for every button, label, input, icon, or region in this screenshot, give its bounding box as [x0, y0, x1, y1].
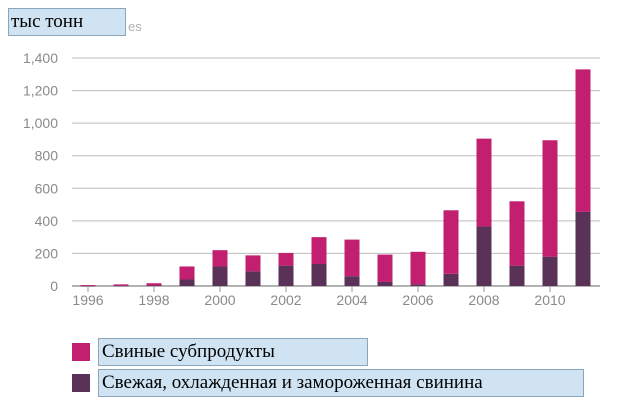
bar-segment-pork	[278, 265, 294, 286]
bar-segment-pork	[179, 279, 195, 286]
x-axis-ticks: 1996 1998 2000 2002 2004 2006 2008 2010	[72, 286, 566, 308]
bar-segment-offal	[212, 250, 228, 267]
unit-label-remnant: es	[128, 19, 142, 34]
bar-segment-offal	[146, 283, 162, 286]
x-tick-label: 1996	[72, 292, 103, 308]
y-tick-label: 0	[50, 278, 58, 294]
bar-segment-pork	[146, 285, 162, 287]
bar-segment-offal	[344, 239, 360, 277]
bar-segment-pork	[443, 273, 459, 286]
y-tick-label: 600	[35, 180, 59, 196]
y-tick-label: 1,000	[23, 115, 58, 131]
legend-label-pork: Свежая, охлажденная и замороженная свини…	[98, 369, 584, 397]
bar-segment-offal	[311, 237, 327, 265]
stacked-bar-chart: 0 200 400 600 800 1,000 1,200 1,400 1996 1998 200…	[23, 50, 600, 308]
bar-segment-offal	[179, 266, 195, 280]
bar-segment-pork	[575, 211, 591, 286]
bar-segment-offal	[377, 254, 393, 282]
bar-segment-pork	[245, 271, 261, 286]
legend-label-offal: Свиные субпродукты	[98, 338, 368, 366]
x-tick-label: 2002	[270, 292, 301, 308]
bar-segment-pork	[542, 256, 558, 286]
bar-segment-offal	[575, 69, 591, 212]
bar-segment-pork	[410, 284, 426, 286]
bar-segment-offal	[509, 201, 525, 266]
x-tick-label: 2010	[534, 292, 565, 308]
x-tick-label: 2008	[468, 292, 499, 308]
legend-swatch-pork	[72, 374, 90, 392]
legend-swatch-offal	[72, 343, 90, 361]
y-tick-label: 800	[35, 148, 59, 164]
y-axis-ticks: 0 200 400 600 800 1,000 1,200 1,400	[23, 50, 58, 294]
x-tick-label: 1998	[138, 292, 169, 308]
y-tick-label: 1,400	[23, 50, 58, 66]
bar-segment-pork	[212, 266, 228, 286]
bar-segment-offal	[476, 138, 492, 227]
bar-segment-pork	[377, 281, 393, 286]
x-tick-label: 2006	[402, 292, 433, 308]
bar-segment-offal	[80, 285, 96, 286]
bar-segment-pork	[113, 285, 129, 287]
bar-segment-pork	[311, 264, 327, 286]
bar-segment-offal	[113, 284, 129, 286]
x-tick-label: 2000	[204, 292, 235, 308]
bar-segment-pork	[476, 226, 492, 286]
bar-segment-offal	[410, 251, 426, 285]
bar-segment-offal	[443, 210, 459, 274]
x-tick-label: 2004	[336, 292, 367, 308]
unit-label: тыс тонн	[8, 8, 126, 36]
bar-segment-offal	[542, 140, 558, 257]
bars	[80, 69, 591, 287]
bar-segment-pork	[344, 276, 360, 286]
y-tick-label: 200	[35, 245, 59, 261]
y-tick-label: 1,200	[23, 83, 58, 99]
bar-segment-pork	[509, 265, 525, 286]
y-tick-label: 400	[35, 213, 59, 229]
bar-segment-offal	[245, 255, 261, 272]
bar-segment-offal	[278, 252, 294, 266]
